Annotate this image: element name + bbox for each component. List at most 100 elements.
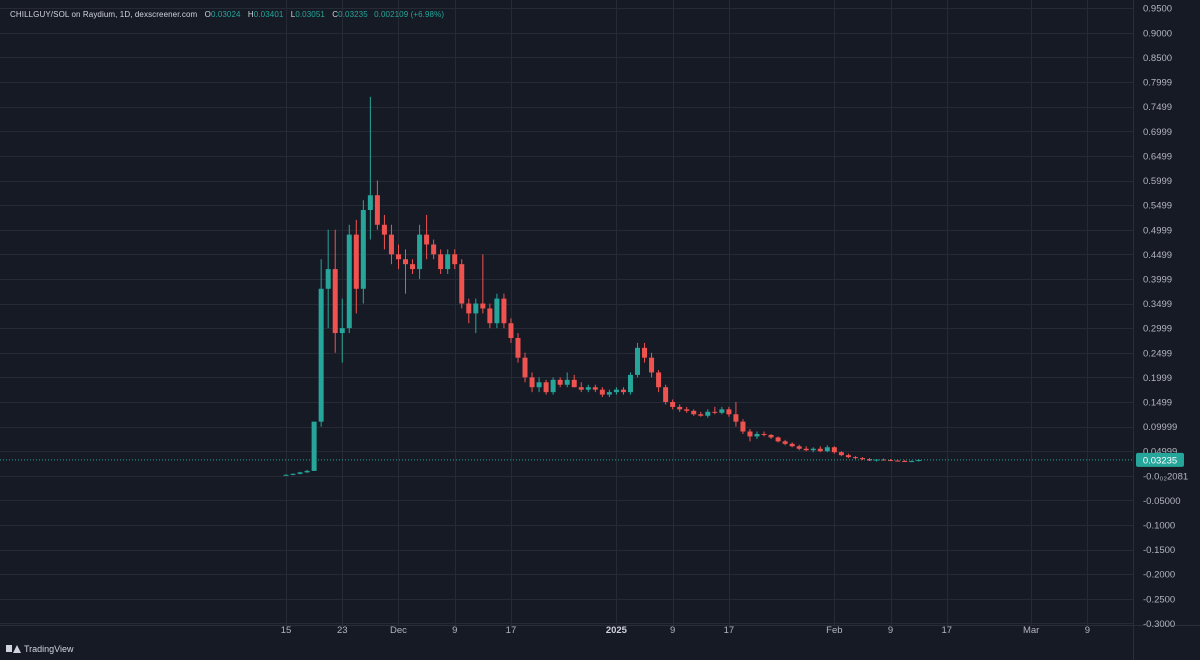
price-tick-label: -0.1500 [1143,545,1175,556]
candle-body [367,195,373,211]
candle-body [719,409,725,413]
candle-body [613,389,619,393]
tradingview-brand[interactable]: TradingView [6,644,74,654]
candle-body [438,254,444,270]
price-tick-label: 0.04999 [1143,447,1177,458]
candle-body [445,254,451,270]
price-tick-label: -0.1000 [1143,521,1175,532]
price-tick-label: 0.4999 [1143,225,1172,236]
price-tick-label: 0.7999 [1143,78,1172,89]
candle-body [684,409,690,411]
candle-body [726,409,732,415]
candle-body [417,234,423,270]
candle-body [599,389,605,395]
candle-body [845,455,851,458]
price-tick-label: 0.7499 [1143,102,1172,113]
candle-body [515,337,521,358]
high-value: 0.03401 [253,10,284,19]
candle-body [761,433,767,435]
candle-body [381,224,387,235]
candle-body [592,387,598,390]
candle-body [410,264,416,270]
candle-body [388,234,394,255]
candle-body [403,259,409,265]
change-value: 0.002109 (+6.98%) [374,10,445,19]
price-tick-label: 0.5499 [1143,201,1172,212]
candle-body [627,374,633,393]
candle-body [803,448,809,451]
time-tick-label: 15 [281,625,292,636]
chart-legend: CHILLGUY/SOL on Raydium, 1D, dexscreener… [10,10,444,19]
price-tick-label: -0.2000 [1143,570,1175,581]
price-tick-label: -0.3000 [1143,619,1175,630]
time-tick-label: Mar [1023,625,1039,636]
candle-body [747,431,753,437]
price-tick-label: 0.9500 [1143,4,1172,15]
candle-body [866,459,872,461]
time-tick-label: 2025 [606,625,628,636]
candle-body [459,264,465,304]
time-tick-label: Feb [826,625,842,636]
price-tick-label: 0.3999 [1143,274,1172,285]
time-tick-label: 17 [942,625,953,636]
candle-body [838,452,844,456]
candle-body [733,414,739,422]
time-tick-label: 9 [670,625,675,636]
time-tick-label: 17 [506,625,517,636]
candle-body [501,298,507,324]
candle-body [487,308,493,324]
candle-body [810,448,816,451]
candle-body [606,392,612,395]
candle-body [557,379,563,385]
candle-body [902,461,908,463]
candle-body [916,460,922,462]
close-label: C [332,10,339,19]
candle-body [691,410,697,415]
candle-body [670,401,676,407]
current-price-tag [1136,452,1184,467]
candle-body [909,461,915,463]
candle-body [578,387,584,390]
candle-body [543,382,549,393]
candle-body [318,288,324,422]
candle-body [325,269,331,289]
open-value: 0.03024 [210,10,241,19]
candle-body [564,379,570,385]
candle-body [529,377,535,388]
symbol-title: CHILLGUY/SOL on Raydium, 1D, dexscreener… [10,10,198,19]
time-tick-label: 23 [337,625,348,636]
candle-body [290,473,296,475]
candle-body [536,382,542,388]
low-label: L [290,10,296,19]
candle-body [663,387,669,402]
candle-body [571,379,577,388]
candle-body [852,457,858,459]
candle-body [620,389,626,393]
price-tick-label: 0.9000 [1143,28,1172,39]
price-tick-label: 0.6499 [1143,151,1172,162]
candle-body [283,474,289,476]
candle-body [881,459,887,461]
price-tick-label: 0.8500 [1143,53,1172,64]
candle-body [346,234,352,329]
candle-body [642,347,648,358]
candle-body [817,448,823,452]
candle-body [585,387,591,390]
candle-body [374,195,380,225]
price-tick-label: 0.1999 [1143,373,1172,384]
candle-body [508,323,514,338]
candle-body [656,372,662,388]
price-tick-label: 0.2999 [1143,324,1172,335]
candle-body [473,303,479,314]
price-tick-label: 0.5999 [1143,176,1172,187]
candle-body [395,254,401,260]
price-tick-label: 0.09999 [1143,422,1177,433]
open-label: O [204,10,211,19]
candle-body [677,406,683,410]
candle-body [782,441,788,444]
time-tick-label: 9 [1085,625,1090,636]
candle-body [895,460,901,462]
candle-body [360,210,366,289]
price-tick-label: -0.0₀₂2081 [1143,471,1188,482]
